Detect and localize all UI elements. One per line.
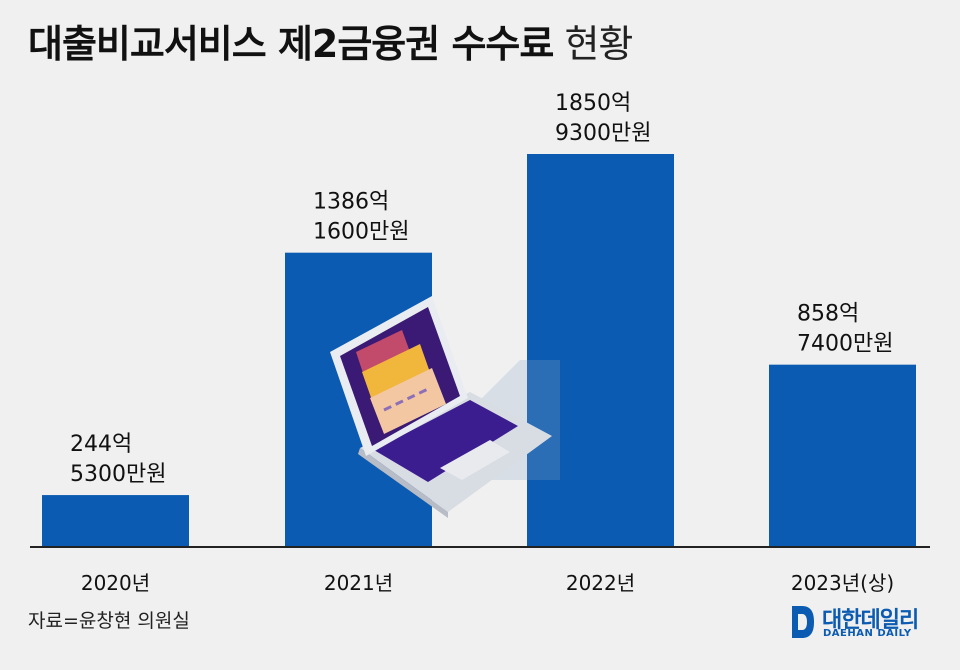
bar-3-label-line-1: 1850억 bbox=[555, 91, 631, 116]
title-suffix: 현황 bbox=[564, 22, 633, 66]
logo-sub: DAEHAN DAILY bbox=[823, 628, 912, 639]
chart-title: 대출비교서비스 제2금융권 수수료 현황 bbox=[28, 18, 633, 70]
bar-4 bbox=[769, 364, 916, 547]
bar-2-label-line-2: 1600만원 bbox=[313, 220, 409, 245]
bar-3 bbox=[527, 154, 674, 547]
bar-1 bbox=[42, 495, 189, 547]
category-label-1: 2020년 bbox=[81, 571, 150, 595]
bar-1-label-line-2: 5300만원 bbox=[70, 462, 166, 487]
laptop-illustration bbox=[330, 296, 560, 518]
category-label-4: 2023년(상) bbox=[791, 571, 894, 595]
category-label-3: 2022년 bbox=[566, 571, 635, 595]
daehan-daily-logo: 대한데일리 DAEHAN DAILY bbox=[790, 602, 940, 642]
bar-4-label-line-1: 858억 bbox=[797, 302, 859, 327]
bar-3-label-line-2: 9300만원 bbox=[555, 121, 651, 146]
logo-mark-icon bbox=[792, 606, 814, 638]
source-note: 자료=윤창현 의원실 bbox=[28, 610, 190, 632]
bar-2-label-line-1: 1386억 bbox=[313, 190, 389, 215]
bar-4-label-line-2: 7400만원 bbox=[797, 332, 893, 357]
logo-name: 대한데일리 bbox=[822, 608, 919, 633]
category-label-2: 2021년 bbox=[324, 571, 393, 595]
title-main: 대출비교서비스 제2금융권 수수료 bbox=[28, 22, 554, 66]
bar-1-label-line-1: 244억 bbox=[70, 432, 132, 457]
